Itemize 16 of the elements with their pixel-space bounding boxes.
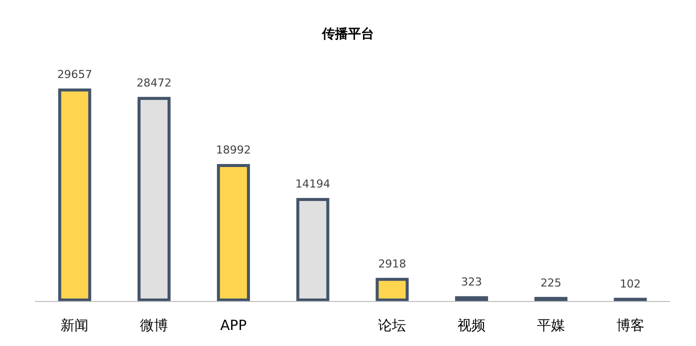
- x-tick-label: APP: [220, 318, 247, 334]
- x-tick-label: 微博: [140, 318, 168, 334]
- chart-title: 传播平台: [321, 26, 374, 42]
- x-tick-label: 博客: [616, 318, 644, 334]
- x-tick-label: 平媒: [536, 318, 565, 334]
- x-tick-label: 新闻: [60, 318, 89, 334]
- data-label: 323: [461, 276, 482, 289]
- data-label: 29657: [57, 68, 92, 81]
- data-label: 2918: [378, 257, 406, 270]
- data-label: 14194: [295, 177, 330, 190]
- data-label: 18992: [216, 144, 251, 157]
- data-label: 225: [540, 276, 562, 290]
- data-label: 102: [620, 277, 641, 290]
- data-label: 28472: [136, 76, 172, 90]
- x-tick-label: 视频: [458, 318, 486, 334]
- x-tick-label: 论坛: [378, 318, 406, 334]
